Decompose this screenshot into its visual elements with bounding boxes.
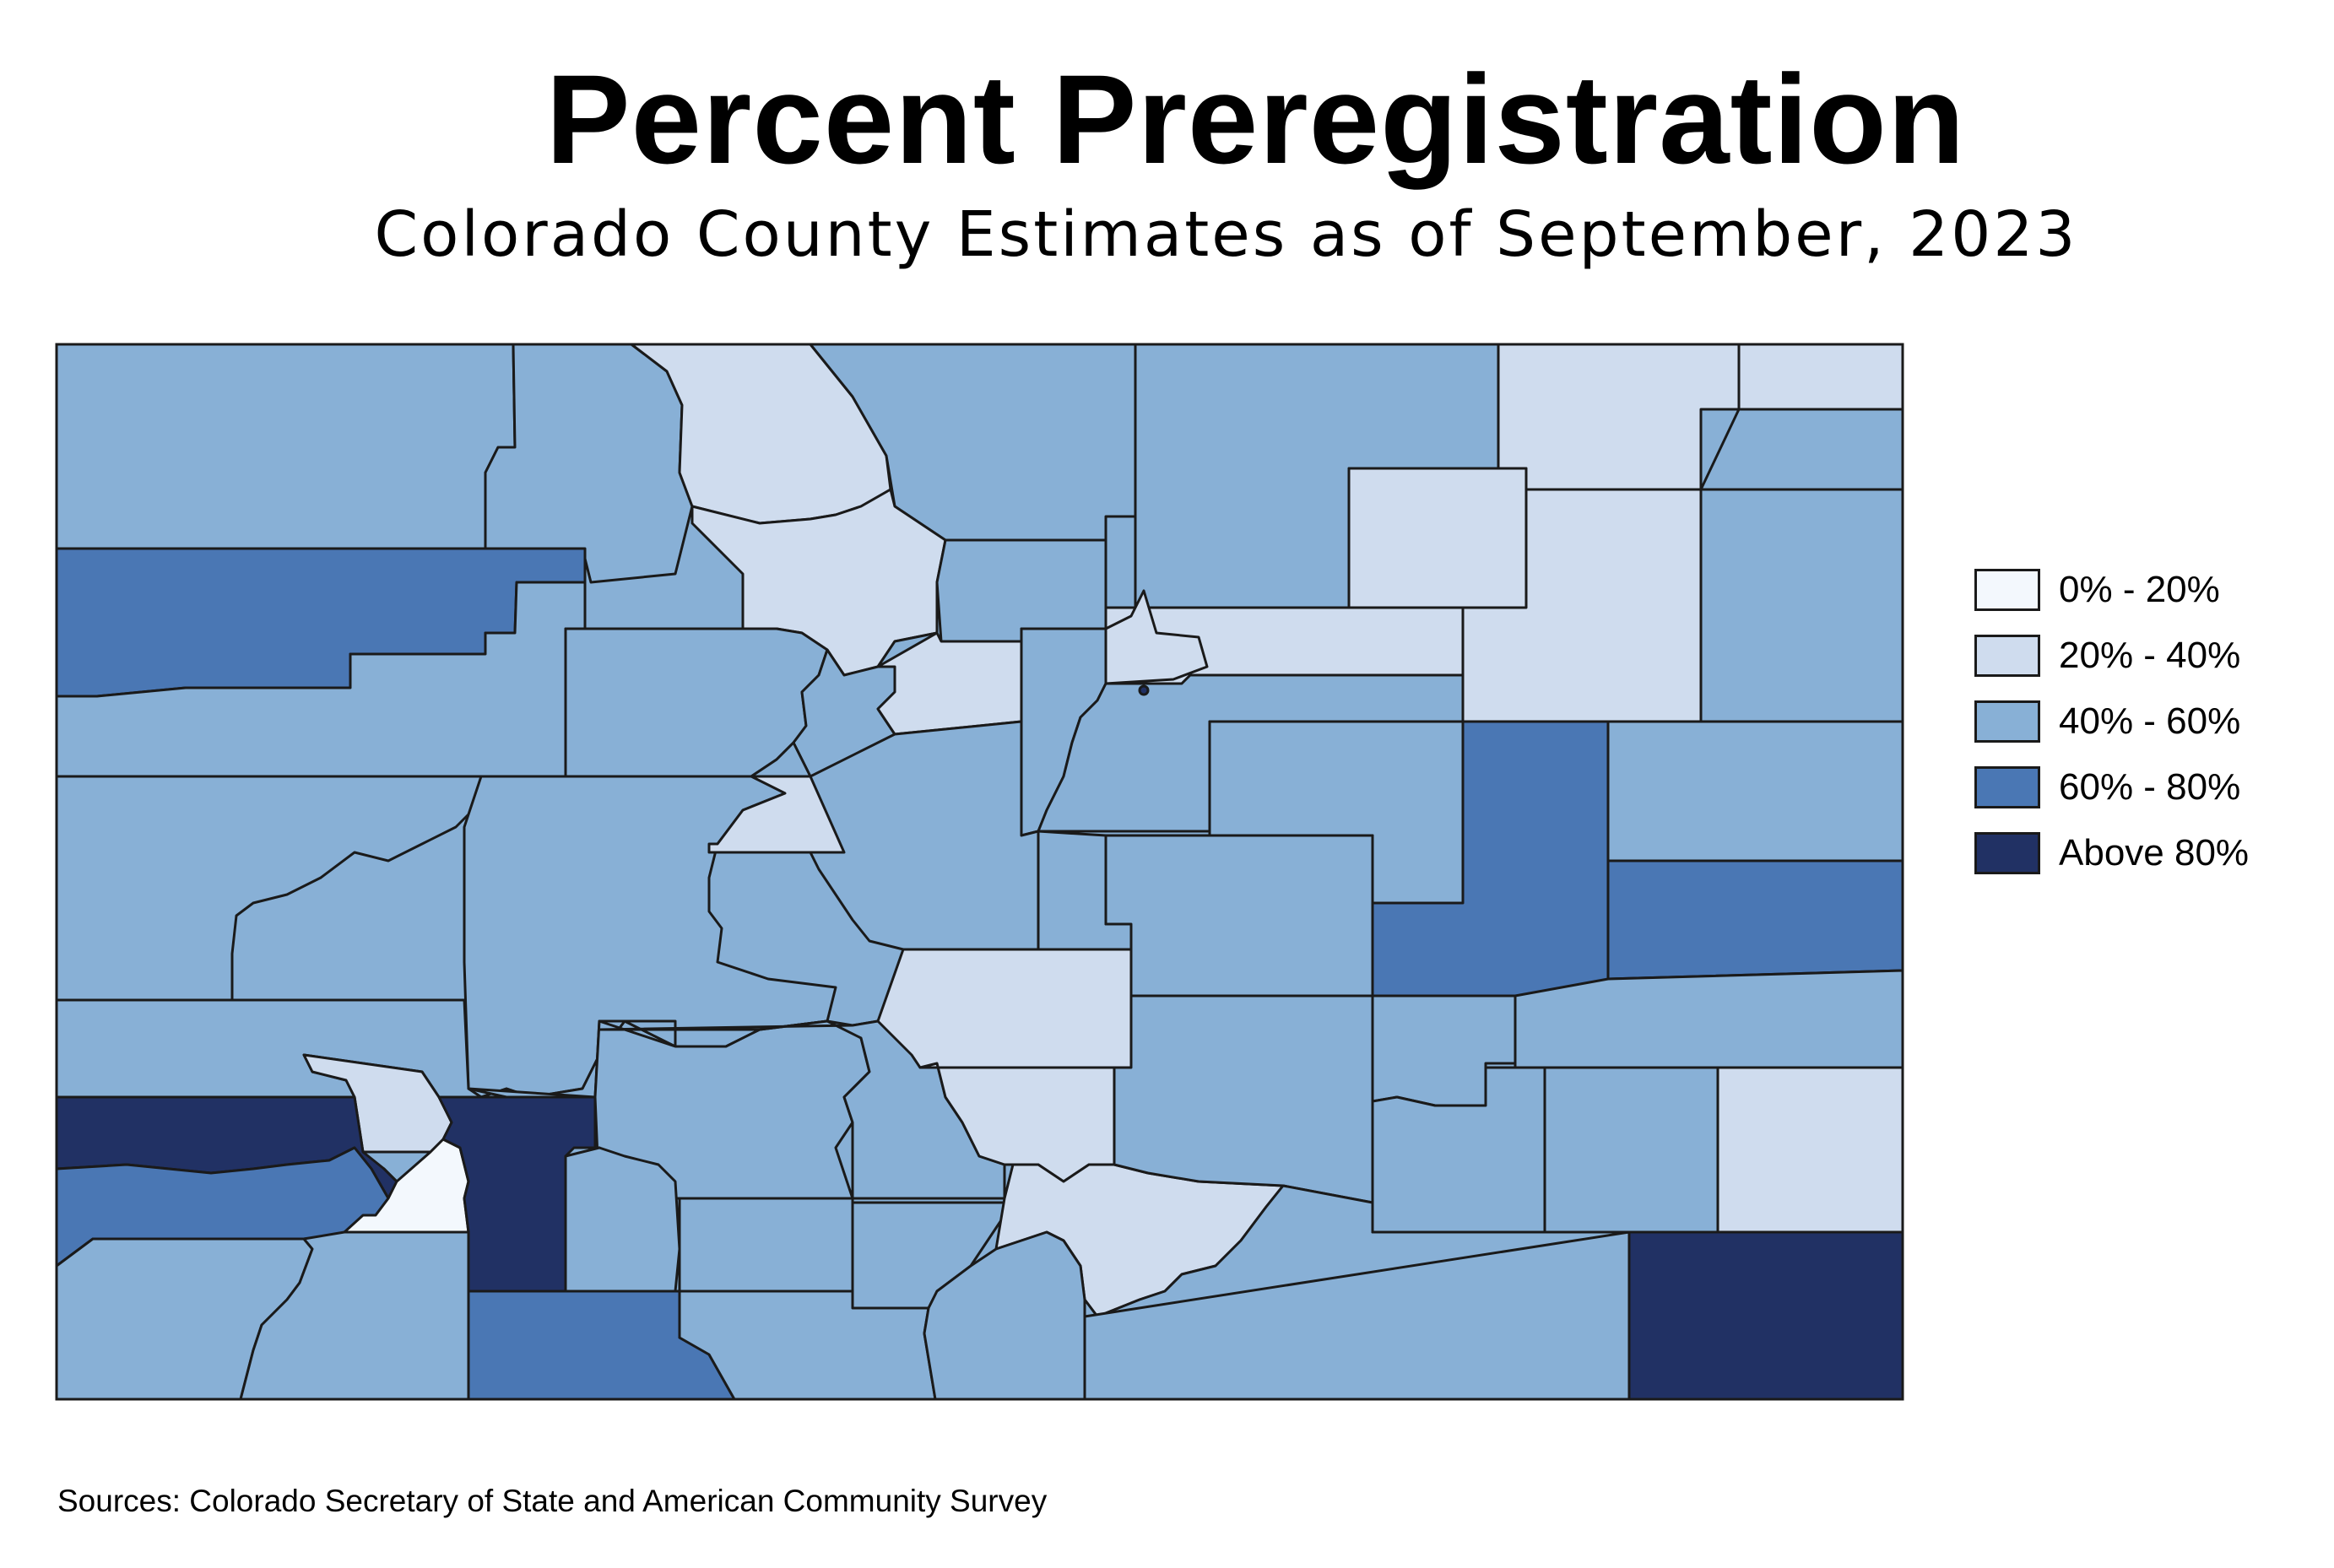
legend-label-0: 0% - 20% [2059, 569, 2220, 610]
county-moffat [55, 343, 517, 550]
legend-label-3: 60% - 80% [2059, 766, 2241, 808]
map-title-text: Percent Preregistration [545, 48, 1966, 190]
map-subtitle-text: Colorado County Estimates as of Septembe… [374, 198, 2078, 271]
map-title: Percent Preregistration [0, 46, 2334, 192]
legend-label-1: 20% - 40% [2059, 635, 2241, 676]
county-baca [1627, 1230, 1904, 1401]
county-adams-east [1037, 673, 1465, 833]
county-prowers [1716, 1066, 1904, 1234]
legend-item-4: Above 80% [1974, 820, 2249, 886]
county-elbert [1104, 834, 1374, 998]
legend-item-1: 20% - 40% [1974, 623, 2249, 689]
legend-swatch-1 [1974, 635, 2040, 677]
county-park [809, 720, 1040, 951]
county-kit-carson-east [1606, 720, 1904, 862]
county-fremont [876, 948, 1133, 1069]
county-denver-area [1104, 589, 1209, 685]
source-note: Sources: Colorado Secretary of State and… [57, 1484, 1048, 1518]
county-sedgwick [1737, 343, 1904, 411]
county-rio-grande [564, 1146, 681, 1293]
legend: 0% - 20% 20% - 40% 40% - 60% 60% - 80% A… [1974, 557, 2249, 886]
county-kiowa [1514, 969, 1904, 1069]
legend-swatch-4 [1974, 832, 2040, 874]
legend-label-2: 40% - 60% [2059, 700, 2241, 742]
map-subtitle: Colorado County Estimates as of Septembe… [0, 198, 2334, 271]
county-alamosa [678, 1197, 854, 1293]
legend-swatch-2 [1974, 700, 2040, 743]
county-broomfield [1138, 684, 1150, 696]
county-regions [55, 343, 1904, 1401]
county-cheyenne [1606, 859, 1904, 981]
county-yuma [1699, 488, 1904, 723]
county-otero [1371, 1066, 1546, 1234]
legend-item-0: 0% - 20% [1974, 557, 2249, 623]
county-routt [484, 343, 694, 584]
legend-swatch-0 [1974, 569, 2040, 611]
county-pueblo [1113, 994, 1374, 1204]
legend-swatch-3 [1974, 766, 2040, 808]
county-bent [1543, 1066, 1719, 1234]
legend-item-3: 60% - 80% [1974, 754, 2249, 820]
county-la-plata [239, 1230, 470, 1401]
state-outline [55, 343, 1904, 1401]
county-morgan [1347, 467, 1528, 609]
legend-item-2: 40% - 60% [1974, 689, 2249, 754]
legend-label-4: Above 80% [2059, 832, 2250, 873]
